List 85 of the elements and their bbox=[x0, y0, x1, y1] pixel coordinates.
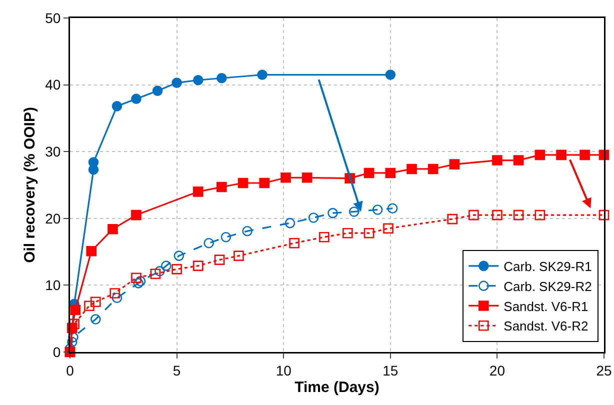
point bbox=[131, 210, 142, 220]
point bbox=[70, 304, 80, 316]
point bbox=[238, 178, 248, 188]
point bbox=[513, 210, 524, 220]
point bbox=[257, 70, 268, 80]
x-tick-label: 20 bbox=[489, 362, 506, 378]
point bbox=[68, 332, 78, 342]
x-tick-label: 10 bbox=[276, 362, 292, 378]
point bbox=[150, 268, 161, 279]
point bbox=[214, 254, 225, 265]
legend-label: Carb. SK29-R2 bbox=[504, 278, 592, 294]
point bbox=[242, 226, 252, 236]
point bbox=[112, 101, 122, 112]
point bbox=[174, 250, 184, 261]
point bbox=[468, 210, 479, 220]
point bbox=[406, 164, 417, 174]
y-tick-label: 20 bbox=[45, 210, 61, 226]
point bbox=[364, 168, 374, 178]
point bbox=[216, 182, 227, 192]
point bbox=[319, 232, 330, 242]
point bbox=[598, 210, 610, 220]
point bbox=[259, 178, 270, 188]
point bbox=[534, 150, 546, 160]
point bbox=[342, 228, 353, 238]
point bbox=[66, 336, 78, 348]
point bbox=[513, 155, 524, 166]
point bbox=[385, 168, 396, 178]
point bbox=[302, 172, 312, 183]
point bbox=[220, 232, 232, 242]
point bbox=[447, 214, 458, 224]
x-tick-label: 25 bbox=[596, 362, 612, 378]
point bbox=[133, 278, 144, 288]
y-tick-label: 40 bbox=[45, 76, 61, 93]
point bbox=[216, 72, 227, 84]
legend-label: Sandst. V6-R2 bbox=[504, 318, 588, 334]
point bbox=[204, 238, 214, 248]
x-tick-label: 0 bbox=[66, 362, 74, 378]
point bbox=[193, 74, 204, 86]
point bbox=[112, 292, 122, 304]
point bbox=[154, 266, 165, 276]
point bbox=[90, 314, 101, 324]
point bbox=[131, 94, 142, 104]
point bbox=[308, 212, 319, 223]
point bbox=[193, 186, 204, 197]
point bbox=[449, 159, 460, 170]
y-axis-title: Oil recovery (% OOIP) bbox=[22, 107, 39, 263]
point bbox=[172, 78, 182, 88]
point bbox=[84, 300, 94, 312]
x-tick-label: 5 bbox=[172, 362, 181, 378]
y-tick-label: 0 bbox=[52, 344, 61, 360]
point bbox=[387, 203, 398, 214]
point bbox=[284, 218, 296, 228]
point bbox=[289, 238, 300, 248]
point bbox=[492, 155, 502, 166]
point bbox=[280, 172, 291, 183]
point bbox=[580, 150, 590, 160]
point bbox=[110, 288, 120, 298]
y-tick-label: 50 bbox=[45, 10, 61, 26]
y-tick-label: 30 bbox=[45, 144, 61, 160]
point bbox=[135, 276, 146, 286]
point bbox=[534, 210, 546, 220]
x-tick-label: 15 bbox=[382, 362, 398, 378]
point bbox=[234, 250, 244, 261]
point bbox=[160, 260, 172, 271]
point bbox=[193, 260, 204, 271]
legend-label: Carb. SK29-R1 bbox=[504, 259, 592, 274]
point bbox=[108, 224, 118, 234]
point bbox=[172, 264, 182, 274]
point bbox=[556, 150, 566, 160]
point bbox=[492, 210, 502, 220]
point bbox=[328, 208, 338, 218]
x-axis-title: Time (Days) bbox=[294, 379, 380, 396]
point bbox=[372, 204, 383, 215]
point bbox=[88, 157, 99, 168]
point bbox=[348, 206, 360, 217]
point bbox=[364, 228, 374, 238]
legend-label: Sandst. V6-R1 bbox=[504, 298, 588, 314]
point bbox=[385, 70, 396, 80]
point bbox=[152, 86, 163, 96]
point bbox=[131, 272, 142, 283]
point bbox=[383, 223, 394, 234]
point bbox=[90, 296, 101, 308]
point bbox=[428, 164, 438, 174]
point bbox=[86, 246, 97, 256]
y-tick-label: 10 bbox=[45, 277, 61, 294]
